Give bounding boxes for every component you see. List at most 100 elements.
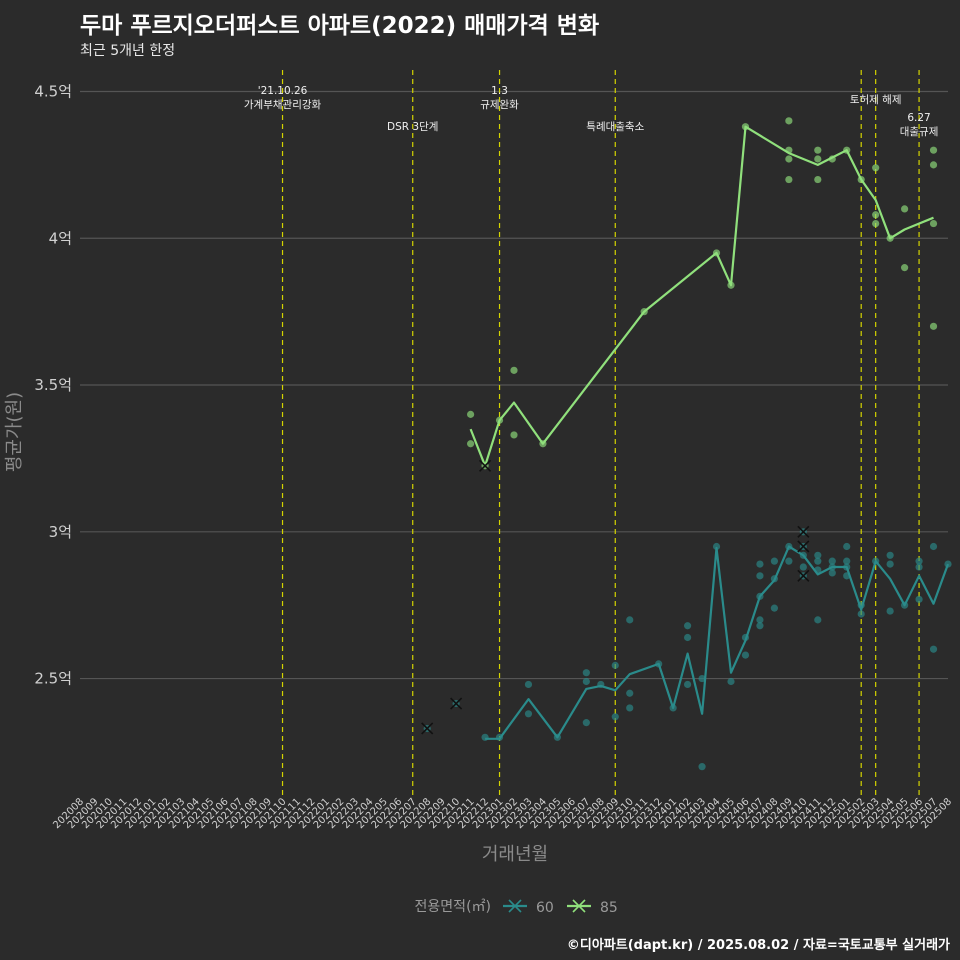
point-60 [915, 563, 923, 571]
event-label: 1.3 [491, 85, 508, 97]
point-60 [684, 622, 692, 630]
point-60 [828, 569, 836, 577]
y-tick-label: 3.5억 [34, 376, 72, 394]
point-85 [929, 322, 938, 330]
point-60 [843, 557, 851, 565]
point-60 [828, 557, 836, 565]
point-85 [872, 211, 880, 219]
point-60 [626, 704, 634, 712]
point-85 [872, 219, 880, 228]
legend-title: 전용면적(㎡) [415, 899, 491, 915]
point-60 [582, 669, 590, 677]
scatter-points [467, 117, 952, 771]
point-60 [843, 542, 851, 551]
point-60 [814, 551, 822, 559]
x-axis-ticks: 2020082020092020102020112020122021012021… [51, 796, 954, 831]
point-60 [929, 542, 938, 551]
point-60 [756, 616, 764, 624]
y-tick-label: 3억 [49, 523, 72, 541]
event-label: 특례대출축소 [586, 121, 644, 133]
cancel-mark-60 [797, 525, 810, 538]
point-60 [727, 677, 735, 686]
point-85 [929, 161, 938, 169]
series-lines [469, 125, 950, 740]
point-85 [814, 175, 822, 184]
cancel-mark-stroke [450, 697, 463, 710]
point-85 [467, 440, 475, 448]
cancel-mark-60 [797, 540, 810, 553]
event-label: 대출규제 [900, 126, 939, 138]
chart-subtitle: 최근 5개년 한정 [80, 43, 176, 59]
legend-key-85 [567, 899, 591, 913]
y-tick-label: 4.5억 [34, 82, 72, 100]
point-60 [626, 616, 634, 624]
event-label: 6.27 [907, 112, 930, 124]
point-85 [510, 366, 518, 374]
point-85 [785, 175, 793, 184]
point-85 [814, 146, 822, 154]
legend-swatch-x [572, 899, 586, 913]
point-60 [611, 661, 619, 669]
point-60 [857, 610, 865, 618]
event-label: DSR 3단계 [387, 121, 438, 133]
point-60 [886, 551, 894, 559]
point-85 [901, 264, 909, 272]
point-60 [582, 677, 590, 686]
cancel-mark-stroke [421, 722, 434, 735]
point-60 [814, 616, 822, 624]
point-60 [712, 542, 721, 551]
x-axis-title: 거래년월 [482, 844, 548, 865]
point-60 [770, 604, 779, 612]
point-60 [886, 607, 894, 615]
cancel-mark-60 [421, 722, 434, 735]
point-60 [915, 595, 923, 603]
cancelled-markers [421, 459, 810, 735]
y-tick-label: 4억 [49, 229, 72, 247]
legend-label-60: 60 [536, 900, 554, 916]
legend-key-60 [503, 899, 527, 913]
point-60 [756, 560, 764, 568]
point-60 [756, 572, 764, 580]
point-60 [814, 557, 822, 565]
point-85 [929, 219, 938, 228]
point-85 [872, 164, 880, 172]
point-60 [582, 719, 590, 727]
point-60 [741, 651, 750, 659]
cancel-mark-60 [450, 697, 463, 710]
point-85 [785, 117, 793, 125]
series-line-85 [469, 125, 934, 467]
legend-label-85: 85 [600, 900, 618, 916]
point-60 [684, 680, 692, 689]
cancel-mark-85 [479, 459, 492, 472]
event-label: 가계부채관리강화 [244, 99, 322, 111]
event-label: 규제완화 [480, 98, 519, 111]
point-85 [901, 205, 909, 213]
point-60 [915, 557, 923, 565]
cancel-mark-60 [797, 569, 810, 582]
cancel-mark-stroke [797, 569, 810, 582]
point-85 [785, 155, 793, 163]
point-60 [698, 674, 706, 683]
point-60 [524, 680, 533, 689]
legend: 전용면적(㎡) 60 85 [415, 899, 618, 916]
y-axis-title: 평균가(원) [4, 392, 25, 472]
chart-title: 두마 푸르지오더퍼스트 아파트(2022) 매매가격 변화 [80, 13, 600, 39]
point-60 [698, 763, 706, 771]
cancel-mark-stroke [479, 459, 492, 472]
point-60 [684, 633, 692, 642]
point-85 [929, 146, 938, 154]
legend-swatch-x [508, 899, 522, 913]
point-60 [799, 563, 807, 571]
event-label: 토허제 해제 [850, 93, 902, 106]
point-85 [814, 155, 822, 163]
source-caption: ©디아파트(dapt.kr) / 2025.08.02 / 자료=국토교통부 실… [566, 938, 950, 953]
point-60 [611, 713, 619, 721]
point-60 [756, 622, 764, 630]
point-60 [524, 710, 533, 718]
point-60 [626, 689, 634, 697]
point-85 [467, 410, 475, 418]
y-axis-ticks: 2.5억 3억 3.5억 4억 4.5억 [34, 82, 72, 687]
cancel-mark-stroke [797, 525, 810, 538]
